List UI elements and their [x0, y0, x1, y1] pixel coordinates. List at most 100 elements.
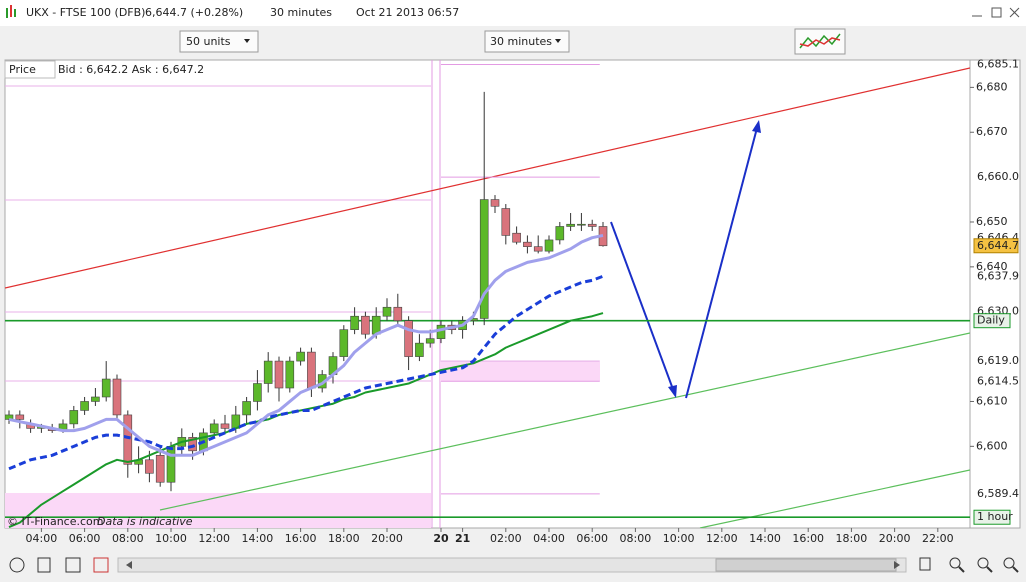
- current-price-label: 6,644.7: [977, 239, 1019, 252]
- toolbar-icons[interactable]: [9, 557, 109, 573]
- candle-body: [555, 226, 565, 241]
- x-tick-label: 02:00: [490, 532, 522, 545]
- x-tick-label: 08:00: [620, 532, 652, 545]
- candle-body: [415, 342, 424, 357]
- y-tick-label: 6,600: [976, 439, 1008, 452]
- window-interval: 30 minutes: [270, 6, 332, 19]
- x-tick-label: 16:00: [792, 532, 824, 545]
- y-tick-label: 6,670: [976, 125, 1008, 138]
- zoom-icons[interactable]: [919, 557, 1019, 573]
- candle-body: [15, 414, 25, 420]
- x-tick-label: 22:00: [922, 532, 954, 545]
- footer-note: © IT-Finance.com Data is indicative: [7, 515, 193, 528]
- candle-body: [479, 199, 489, 319]
- candle-body: [80, 401, 89, 411]
- zone: [440, 362, 600, 381]
- candle-body: [220, 423, 230, 429]
- candle-body: [145, 459, 154, 474]
- level-tag: [973, 509, 1011, 525]
- level-tag: [973, 313, 1011, 329]
- candle-body: [512, 232, 521, 243]
- candle-body: [123, 414, 133, 465]
- level-label: 6,685.1: [977, 57, 1019, 70]
- x-tick-label: 04:00: [533, 532, 565, 545]
- candle-body: [274, 360, 284, 389]
- level-label: 1 hour: [977, 510, 1013, 523]
- price-panel-header: Price Bid : 6,642.2 Ask : 6,647.2: [4, 60, 204, 79]
- interval-value: 30 minutes: [490, 35, 552, 48]
- units-dropdown[interactable]: 50 units: [179, 30, 259, 53]
- y-tick-label: 6,650: [976, 215, 1008, 228]
- x-tick-label: 20: [433, 532, 449, 545]
- candle-body: [285, 360, 295, 389]
- x-tick-label: 12:00: [706, 532, 738, 545]
- x-tick-label: 10:00: [663, 532, 695, 545]
- x-tick-label: 12:00: [198, 532, 230, 545]
- x-tick-label: 14:00: [749, 532, 781, 545]
- x-tick-label: 20:00: [371, 532, 403, 545]
- current-price-tag: [973, 238, 1019, 254]
- x-tick-label: 04:00: [26, 532, 58, 545]
- price-label: Price: [9, 63, 36, 76]
- candle-body: [577, 223, 586, 226]
- disclaimer: Data is indicative: [97, 515, 193, 528]
- scrollbar[interactable]: [117, 557, 907, 573]
- indicator-button[interactable]: [794, 28, 846, 55]
- y-tick-label: 6,680: [976, 80, 1008, 93]
- maximize-button[interactable]: [991, 7, 1002, 18]
- candle-body: [307, 351, 316, 389]
- level-label: 6,589.4: [977, 487, 1019, 500]
- interval-dropdown[interactable]: 30 minutes: [484, 30, 570, 53]
- x-tick-label: 10:00: [155, 532, 187, 545]
- candle-body: [533, 246, 543, 252]
- window-price: 6,644.7 (+0.28%): [145, 6, 243, 19]
- app-icon: [6, 5, 16, 18]
- y-tick-label: 6,640: [976, 260, 1008, 273]
- candle-body: [253, 383, 262, 402]
- candle-body: [382, 306, 392, 317]
- candle-body: [209, 423, 219, 434]
- x-tick-label: 18:00: [836, 532, 868, 545]
- x-tick-label: 06:00: [576, 532, 608, 545]
- quote: Bid : 6,642.2 Ask : 6,647.2: [58, 63, 204, 76]
- y-tick-label: 6,610: [976, 394, 1008, 407]
- price-axis-area: [969, 59, 1021, 529]
- candle-body: [339, 329, 349, 357]
- level-label: 6,637.9: [977, 269, 1019, 282]
- candle-body: [393, 306, 403, 321]
- trend-line: [159, 332, 970, 511]
- x-tick-label: 06:00: [69, 532, 101, 545]
- candle-body: [112, 378, 122, 416]
- moving-average: [8, 274, 604, 471]
- x-tick-label: 08:00: [112, 532, 144, 545]
- x-tick-label: 21: [455, 532, 470, 545]
- level-label: Daily: [977, 314, 1005, 327]
- candle-body: [101, 378, 111, 398]
- title-bar: [0, 0, 1026, 26]
- candle-body: [501, 208, 511, 236]
- candle-body: [155, 455, 165, 483]
- candle-body: [350, 315, 359, 330]
- candle-body: [404, 320, 413, 357]
- moving-average: [8, 233, 604, 457]
- candle-body: [436, 324, 446, 339]
- level-label: 6,614.5: [977, 374, 1019, 387]
- candle-body: [490, 199, 500, 207]
- x-tick-label: 14:00: [242, 532, 274, 545]
- candle-body: [242, 401, 251, 416]
- candle-body: [361, 315, 370, 335]
- forecast-arrow: [610, 120, 761, 399]
- copyright: © IT-Finance.com: [7, 515, 104, 528]
- candle-body: [91, 396, 100, 402]
- candle-body: [296, 351, 305, 362]
- x-tick-label: 20:00: [879, 532, 911, 545]
- close-button[interactable]: [1009, 7, 1020, 18]
- candle-body: [544, 239, 554, 252]
- candle-body: [523, 241, 532, 247]
- trend-line: [699, 469, 970, 528]
- data-layer: [5, 63, 970, 528]
- annotations: [5, 60, 970, 528]
- zone: [5, 493, 431, 528]
